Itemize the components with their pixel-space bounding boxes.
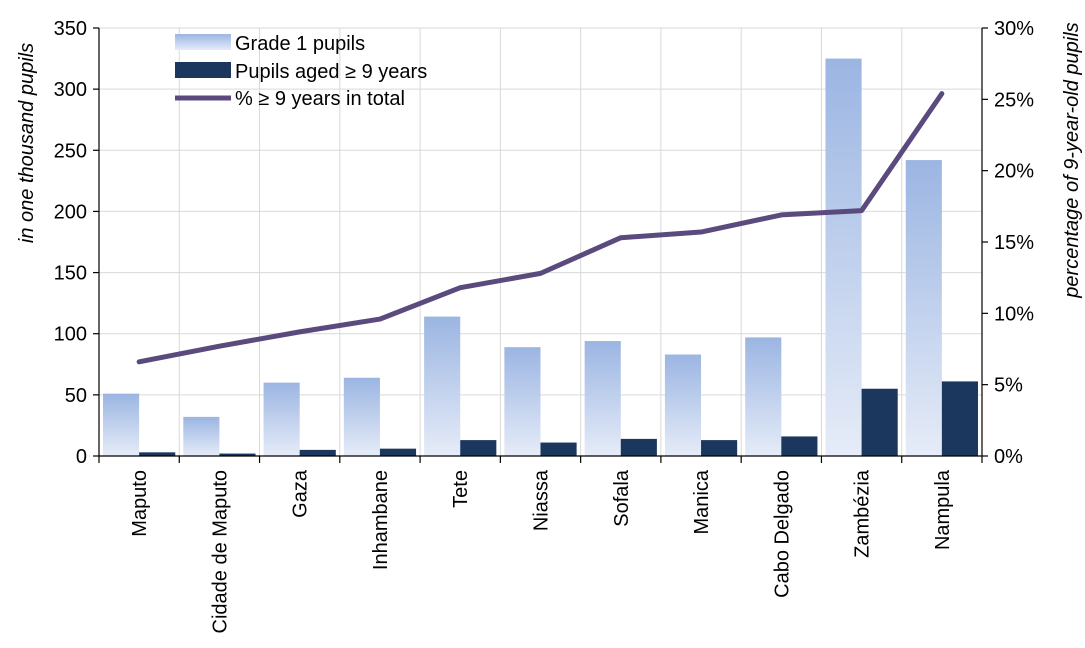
bar-grade1-3 [343, 377, 380, 456]
left-tick-label: 250 [54, 140, 87, 162]
category-labels: Maputo Cidade de Maputo Gaza Inhambane Tete N… [129, 469, 954, 633]
grid [99, 27, 983, 457]
category-label-2: Gaza [290, 469, 312, 518]
bar-aged9-10 [941, 381, 978, 456]
line-layer [136, 91, 945, 365]
category-label-4: Tete [450, 470, 472, 508]
left-tick-label: 300 [54, 79, 87, 101]
legend-swatch-grade1 [175, 34, 231, 50]
right-tick-label: 20% [994, 161, 1034, 183]
right-tick-label: 30% [994, 18, 1034, 40]
bar-grade1-10 [905, 160, 942, 456]
right-axis-ticks: 0% 5% 10% 15% 20% 25% 30% [994, 18, 1034, 468]
bar-aged9-9 [861, 388, 898, 456]
bar-grade1-8 [745, 337, 782, 456]
bar-aged9-3 [379, 448, 417, 456]
left-tick-label: 50 [65, 385, 87, 407]
bar-aged9-5 [540, 442, 577, 456]
bar-grade1-4 [424, 316, 461, 456]
bar-grade1-2 [263, 382, 300, 456]
left-tick-label: 0 [76, 446, 87, 468]
bar-aged9-4 [460, 440, 497, 456]
legend-swatch-aged9 [175, 62, 231, 78]
bar-aged9-2 [299, 449, 336, 456]
right-tick-label: 15% [994, 232, 1034, 254]
left-tick-label: 350 [54, 18, 87, 40]
right-tick-label: 25% [994, 89, 1034, 111]
bar-aged9-0 [139, 452, 176, 456]
left-tick-label: 100 [54, 324, 87, 346]
bar-grade1-6 [584, 341, 621, 456]
legend: Grade 1 pupils Pupils aged ≥ 9 years % ≥… [175, 33, 427, 110]
axes [93, 27, 988, 463]
right-tick-label: 5% [994, 375, 1023, 397]
category-label-5: Niassa [531, 469, 553, 531]
left-tick-label: 150 [54, 263, 87, 285]
bar-aged9-8 [781, 436, 818, 456]
category-label-8: Cabo Delgado [771, 470, 793, 598]
bar-grade1-9 [825, 58, 862, 456]
category-label-7: Manica [691, 469, 713, 534]
right-tick-label: 10% [994, 303, 1034, 325]
right-tick-label: 0% [994, 446, 1023, 468]
y2-axis-title: percentage of 9-year-old pupils [1061, 22, 1083, 298]
bar-grade1-1 [183, 416, 220, 456]
category-label-6: Sofala [611, 469, 633, 527]
percent-line [136, 91, 945, 365]
bar-aged9-1 [219, 453, 256, 456]
category-label-0: Maputo [129, 470, 151, 537]
bar-aged9-7 [701, 440, 738, 456]
category-label-10: Nampula [932, 469, 954, 550]
left-axis-ticks: 0 50 100 150 200 250 300 350 [54, 18, 87, 468]
left-tick-label: 200 [54, 201, 87, 223]
category-label-9: Zambézia [852, 469, 874, 558]
legend-label-percent: % ≥ 9 years in total [235, 88, 405, 110]
legend-label-aged9: Pupils aged ≥ 9 years [235, 61, 427, 83]
bar-aged9-6 [620, 438, 657, 456]
bar-grade1-7 [664, 354, 702, 456]
bars [103, 58, 978, 456]
bar-grade1-5 [504, 347, 541, 456]
y-axis-title: in one thousand pupils [16, 43, 38, 243]
legend-label-grade1: Grade 1 pupils [235, 33, 365, 55]
category-label-1: Cidade de Maputo [209, 470, 231, 633]
category-label-3: Inhambane [370, 470, 392, 570]
bar-grade1-0 [103, 393, 140, 456]
